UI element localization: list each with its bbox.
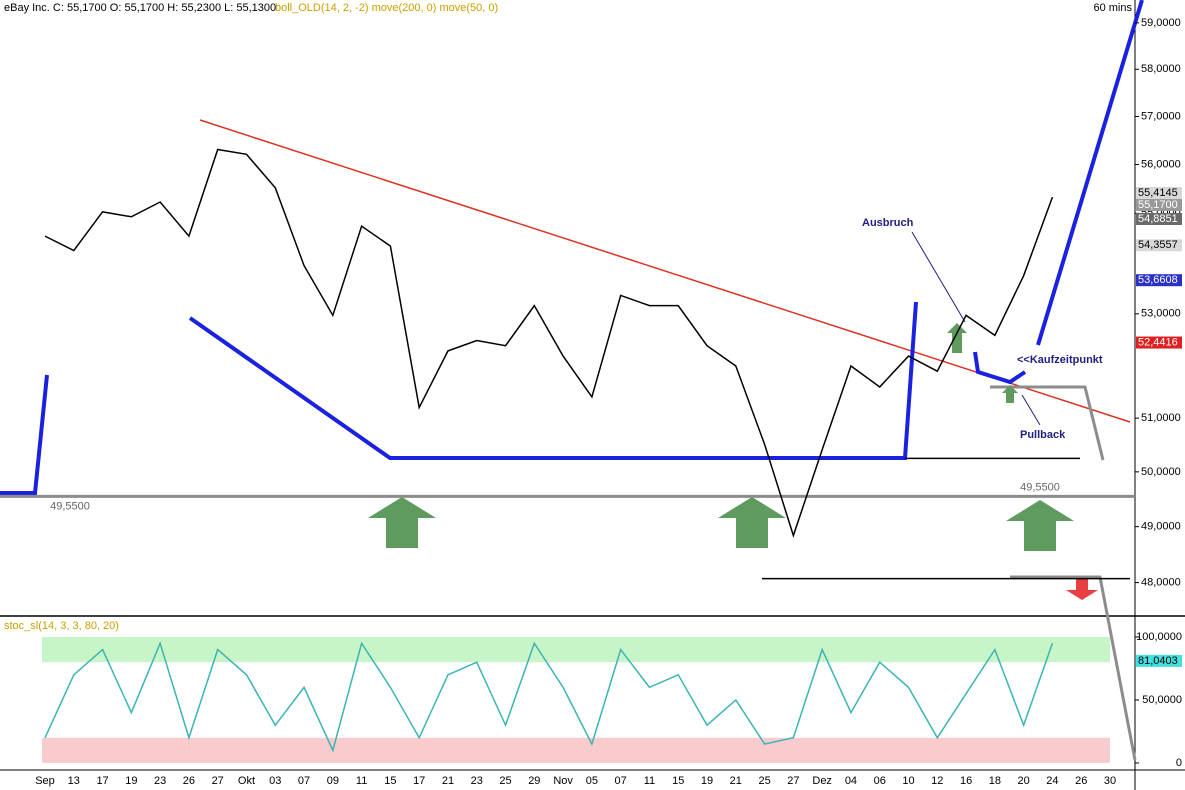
- x-tick-label: 03: [269, 775, 281, 787]
- y-tick-label: 50,0000: [1142, 694, 1182, 706]
- x-tick-label: 11: [356, 775, 367, 787]
- x-tick-label: 10: [902, 775, 914, 787]
- blue-trendline: [1036, 0, 1144, 346]
- price-line: [44, 148, 1054, 538]
- price-label: 54,3557: [1138, 239, 1178, 251]
- price-line: [44, 641, 1054, 753]
- x-tick-label: 12: [931, 775, 943, 787]
- zones: [42, 637, 1110, 763]
- x-tick-label: 15: [672, 775, 684, 787]
- x-tick-label: 29: [528, 775, 540, 787]
- price-label: 52,4416: [1138, 336, 1178, 348]
- x-tick-label: 25: [758, 775, 770, 787]
- timeframe: 60 mins: [1093, 2, 1132, 14]
- y-tick-label: 48,0000: [1141, 577, 1181, 589]
- y-tick-label: 58,0000: [1141, 63, 1181, 75]
- up-arrow: [718, 497, 786, 548]
- indicator-title: stoc_sl(14, 3, 3, 80, 20): [4, 620, 119, 632]
- x-tick-label: 05: [586, 775, 598, 787]
- x-tick-label: 23: [154, 775, 166, 787]
- y-tick-label: 57,0000: [1141, 110, 1181, 122]
- up-arrow: [1006, 500, 1074, 551]
- price-label-box: [1136, 239, 1182, 252]
- zone: [42, 637, 1110, 663]
- y-tick-label: 50,0000: [1141, 466, 1181, 478]
- x-tick-label: 19: [701, 775, 713, 787]
- x-tick-label: 26: [183, 775, 195, 787]
- resistance-trendline: [199, 119, 1131, 423]
- level-label: 49,5500: [50, 500, 90, 512]
- annotation: Pullback: [1020, 429, 1066, 441]
- up-arrow: [1002, 385, 1018, 403]
- x-tick-label: 23: [471, 775, 483, 787]
- gray-projection: [1010, 575, 1137, 761]
- x-tick-label: Sep: [35, 775, 55, 787]
- x-tick-label: Dez: [812, 775, 832, 787]
- x-tick-label: Nov: [553, 775, 573, 787]
- gray-projection: [990, 385, 1105, 461]
- price-label: 54,8851: [1138, 213, 1178, 225]
- level-label: 49,5500: [1020, 481, 1060, 493]
- y-tick-label: 59,0000: [1141, 17, 1181, 29]
- down-arrow: [1066, 578, 1098, 600]
- x-tick-label: 16: [960, 775, 972, 787]
- x-tick-label: 27: [787, 775, 799, 787]
- plot: Sep 13 17 19 23 26 27 Okt 03 07 09 11 15 17 21 23 25 29 No…: [0, 17, 1182, 787]
- price-label-box: [1136, 198, 1182, 211]
- price-label-box: [1136, 336, 1182, 349]
- x-tick-label: 17: [413, 775, 425, 787]
- x-tick-label: 04: [845, 775, 857, 787]
- x-tick-label: 17: [96, 775, 108, 787]
- x-tick-label: 07: [298, 775, 310, 787]
- x-tick-label: 19: [125, 775, 137, 787]
- chart-title: eBay Inc. C: 55,1700 O: 55,1700 H: 55,23…: [4, 2, 276, 14]
- x-tick-label: 11: [644, 775, 655, 787]
- annotation: Ausbruch: [862, 217, 914, 229]
- price-label: 55,4145: [1138, 187, 1178, 199]
- y-tick-label: 100,0000: [1136, 631, 1182, 643]
- blue-trendline: [973, 351, 1027, 385]
- x-tick-label: 18: [989, 775, 1001, 787]
- indicator-label-box: [1136, 654, 1182, 667]
- y-tick-label: 0: [1176, 757, 1182, 769]
- x-tick-label: 25: [499, 775, 511, 787]
- price-label-box: [1136, 274, 1182, 287]
- up-arrow: [947, 323, 967, 353]
- price-label-box: [1136, 186, 1182, 199]
- x-tick-label: Okt: [238, 775, 255, 787]
- y-tick-label: 53,0000: [1141, 308, 1181, 320]
- price-label: 53,6608: [1138, 274, 1178, 286]
- x-tick-label: 13: [68, 775, 80, 787]
- x-tick-label: 24: [1046, 775, 1058, 787]
- x-tick-label: 15: [384, 775, 396, 787]
- annotation-pointer: [911, 231, 966, 323]
- zone: [42, 737, 1110, 763]
- x-tick-label: 09: [327, 775, 339, 787]
- x-tick-label: 07: [615, 775, 627, 787]
- x-tick-label: 21: [442, 775, 454, 787]
- price-label-box: [1136, 212, 1182, 225]
- blue-trendline: [0, 374, 49, 495]
- x-tick-label: 26: [1075, 775, 1087, 787]
- y-tick-label: 49,0000: [1141, 521, 1181, 533]
- blue-trendline: [188, 301, 918, 460]
- price-label: 55,1700: [1138, 199, 1178, 211]
- up-arrow: [368, 497, 436, 548]
- annotation: <<Kaufzeitpunkt: [1017, 354, 1103, 366]
- x-tick-label: 30: [1104, 775, 1116, 787]
- y-tick-label: 56,0000: [1141, 158, 1181, 170]
- y-tick-label: 51,0000: [1141, 412, 1181, 424]
- x-tick-label: 06: [874, 775, 886, 787]
- annotation-pointer: [1021, 394, 1041, 426]
- x-tick-label: 27: [212, 775, 224, 787]
- chart-subtitle: boll_OLD(14, 2, -2) move(200, 0) move(50…: [275, 2, 498, 14]
- x-tick-label: 20: [1018, 775, 1030, 787]
- indicator-label: 81,0403: [1138, 655, 1178, 667]
- x-tick-label: 21: [730, 775, 742, 787]
